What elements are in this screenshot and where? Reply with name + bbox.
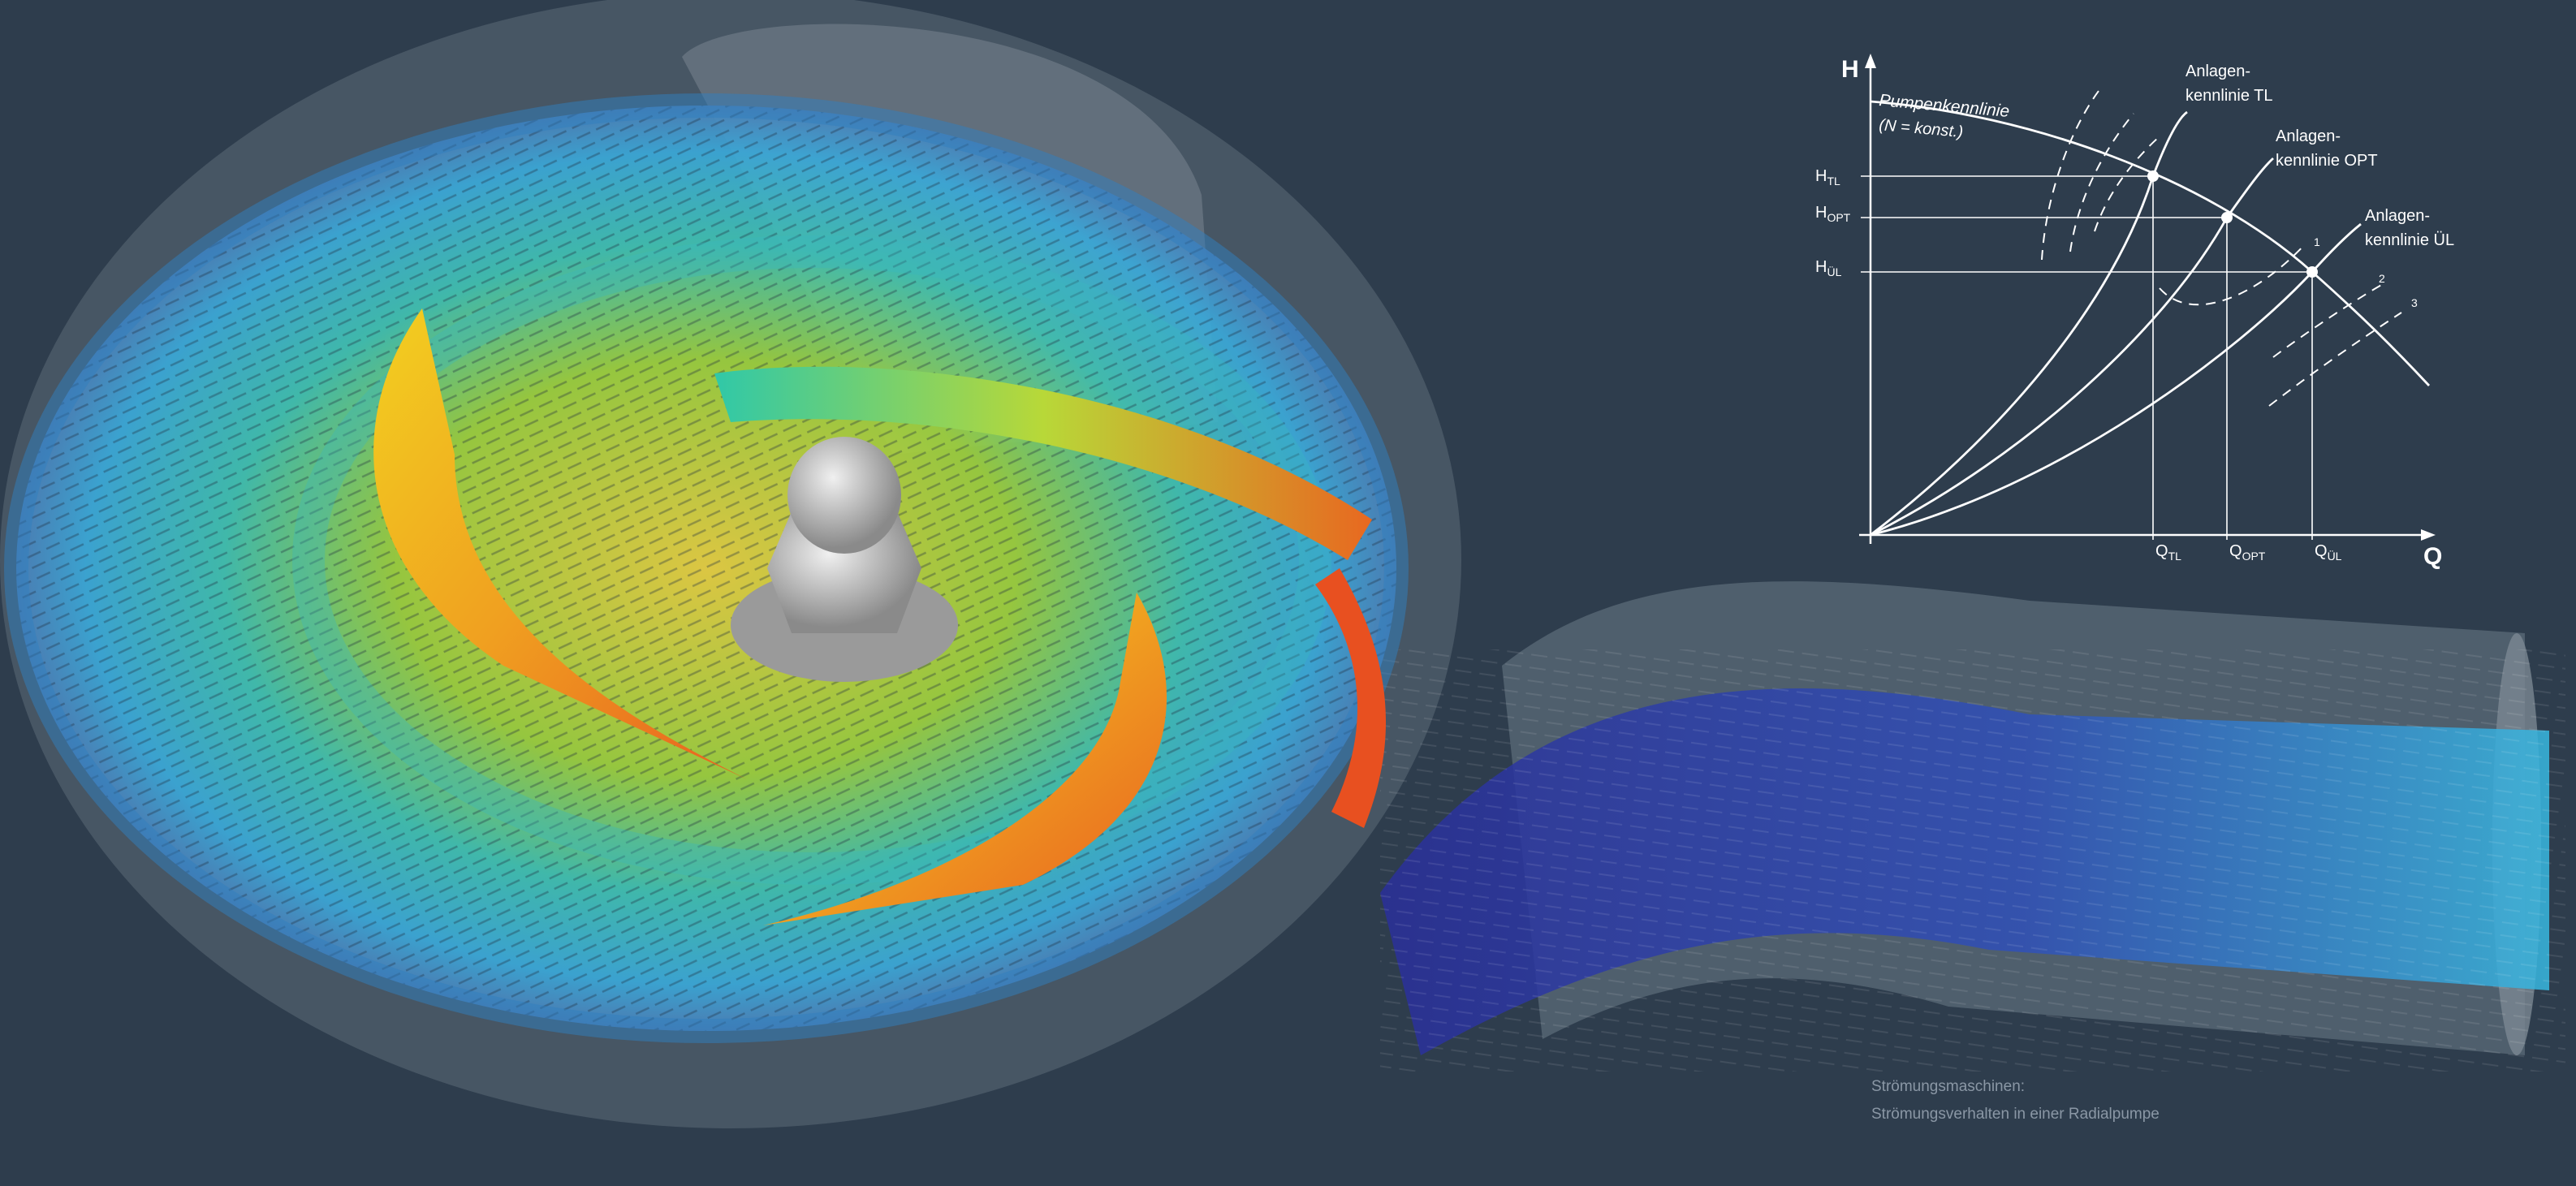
system-curve-tl-label-2: kennlinie TL [2186,87,2272,105]
h-opt-label: HOPT [1815,204,1851,224]
pump-curve-label: Pumpenkennlinie [1879,91,2011,121]
caption-line-2: Strömungsverhalten in einer Radialpumpe [1871,1106,2160,1123]
efficiency-label-1: 1 [2314,235,2320,248]
q-tl-label: QTL [2155,542,2181,563]
efficiency-curve-left-2 [2069,113,2134,252]
pump-curve-label-2: (N = konst.) [1879,116,1964,141]
y-axis-arrow [1865,54,1876,68]
system-curve-opt-label-2: kennlinie OPT [2276,152,2378,170]
operating-point-tl [2147,170,2159,182]
operating-point-ul [2306,266,2318,278]
efficiency-curve-left-1 [2041,90,2099,261]
system-curve-tl [1870,110,2188,537]
q-opt-label: QOPT [2229,542,2266,563]
efficiency-curve-3 [2268,312,2402,407]
h-ul-label: HÜL [1815,258,1842,278]
efficiency-curve-left-3 [2094,136,2160,232]
y-axis-label: H [1841,56,1859,83]
efficiency-curve-1 [2159,243,2306,306]
system-curve-opt-label-1: Anlagen- [2276,127,2341,145]
efficiency-curve-2 [2272,283,2384,358]
caption-line-1: Strömungsmaschinen: [1871,1078,2026,1095]
x-axis-label: Q [2423,543,2442,570]
system-curve-ul-label-2: kennlinie ÜL [2365,231,2454,249]
efficiency-label-3: 3 [2411,296,2418,309]
figure-caption: Strömungsmaschinen: Strömungsverhalten i… [1871,1073,2160,1128]
operating-point-opt [2221,212,2233,223]
efficiency-label-2: 2 [2379,272,2385,285]
system-curve-opt [1870,157,2274,537]
q-ul-label: QÜL [2315,542,2342,563]
x-axis-arrow [2421,529,2436,541]
system-curve-tl-label-1: Anlagen- [2186,63,2250,80]
pump-curve [1870,100,2431,386]
system-curve-ul-label-1: Anlagen- [2365,207,2430,225]
system-curve-ul [1870,222,2362,537]
h-tl-label: HTL [1815,167,1840,188]
